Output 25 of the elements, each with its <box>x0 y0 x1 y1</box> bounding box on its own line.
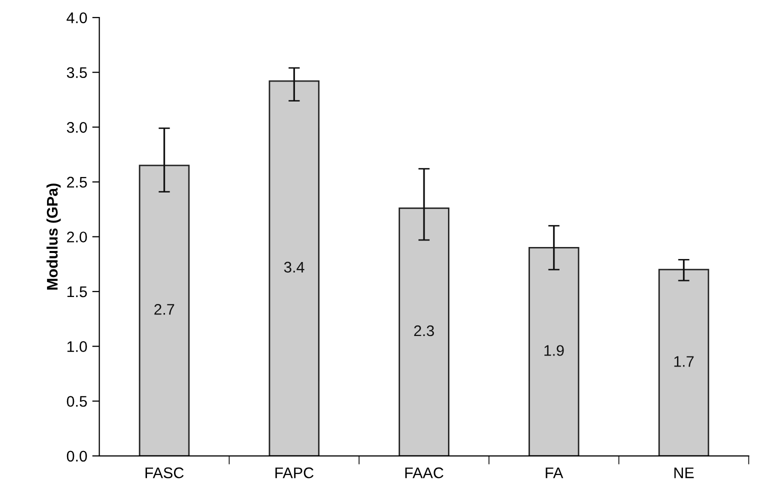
data-label: 1.9 <box>544 345 564 356</box>
data-label: 2.3 <box>414 325 434 336</box>
data-label: 3.4 <box>284 262 304 273</box>
bar <box>398 208 450 456</box>
y-tick-label: 1.5 <box>67 286 87 298</box>
data-label: 1.7 <box>674 356 694 367</box>
y-tick-label: 1.0 <box>67 341 87 352</box>
bar <box>658 268 710 456</box>
y-axis-title: Modulus (GPa) <box>46 184 61 290</box>
x-tick-label: FA <box>546 468 564 478</box>
y-tick-label: 0.5 <box>66 396 87 407</box>
bar <box>528 246 580 456</box>
x-tick-label: NE <box>674 468 694 478</box>
y-tick-label: 3.5 <box>66 67 87 78</box>
bar <box>138 164 190 456</box>
x-tick-label: FAPC <box>275 467 314 478</box>
y-tick-label: 2.0 <box>67 232 87 242</box>
y-tick-label: 2.5 <box>67 176 87 188</box>
x-tick-label: FAAC <box>405 467 444 478</box>
x-tick-label: FASC <box>146 467 184 478</box>
bar <box>268 80 320 456</box>
data-label: 2.7 <box>154 304 174 315</box>
y-tick-label: 0.0 <box>66 450 87 462</box>
y-tick-label: 3.0 <box>66 122 87 133</box>
y-tick-label: 4.0 <box>66 12 87 24</box>
